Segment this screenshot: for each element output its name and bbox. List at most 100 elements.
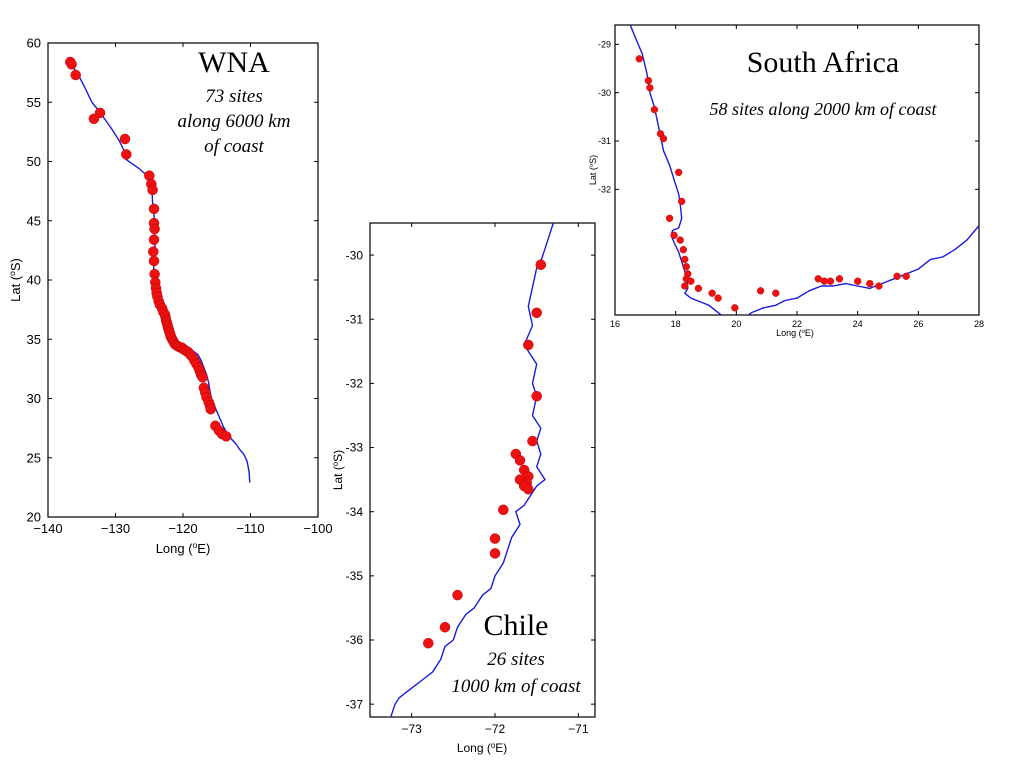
south-africa-site-point bbox=[635, 55, 643, 63]
south-africa-site-point bbox=[675, 168, 683, 177]
south-africa-y-tick-label: -30 bbox=[598, 88, 611, 98]
south-africa-x-tick-label: 26 bbox=[913, 319, 923, 329]
chile-y-tick-label: -33 bbox=[346, 441, 364, 455]
south-africa-site-point bbox=[650, 105, 659, 114]
south-africa-site-point bbox=[679, 246, 687, 254]
chile-site-point bbox=[531, 307, 542, 319]
south-africa-region-title: South Africa bbox=[747, 46, 899, 79]
south-africa-site-point bbox=[820, 277, 828, 285]
south-africa-site-point bbox=[659, 134, 668, 143]
wna-y-tick-label: 25 bbox=[27, 450, 41, 465]
chile-site-point bbox=[498, 504, 509, 516]
wna-x-tick-label: −110 bbox=[236, 521, 264, 536]
chile-x-tick-label: −73 bbox=[401, 722, 422, 736]
wna-y-tick-label: 60 bbox=[27, 36, 41, 51]
wna-y-tick-label: 45 bbox=[27, 213, 41, 228]
chile-caption-line: 1000 km of coast bbox=[451, 676, 581, 697]
south-africa-plot-frame bbox=[614, 24, 980, 316]
chile-y-tick-label: -35 bbox=[346, 569, 364, 583]
chile-site-point bbox=[523, 339, 534, 351]
south-africa-site-point bbox=[875, 282, 883, 290]
chile-chart-panel: −73 −72 −71 -37 -36 -35 -34 -33 -32 -31 -30 Long (o… bbox=[330, 215, 605, 765]
south-africa-chart-panel: 16 18 20 22 24 26 28 -32 -31 -30 -29 Long (oE) Lat (… bbox=[585, 20, 995, 350]
chile-site-point bbox=[523, 483, 534, 495]
chile-y-axis-title: Lat (oS) bbox=[331, 450, 346, 490]
chile-caption-line: 26 sites bbox=[487, 649, 545, 670]
wna-site-point bbox=[148, 246, 159, 257]
south-africa-site-point bbox=[644, 76, 653, 85]
chile-y-tick-label: -32 bbox=[346, 377, 364, 391]
south-africa-site-point bbox=[866, 279, 874, 288]
wna-site-point bbox=[148, 234, 160, 245]
chile-y-tick-label: -36 bbox=[346, 633, 364, 647]
south-africa-site-point bbox=[826, 277, 835, 285]
chile-chart: −73 −72 −71 -37 -36 -35 -34 -33 -32 -31 -30 Long (o… bbox=[331, 222, 596, 756]
chile-plot-frame bbox=[369, 222, 596, 718]
wna-y-tick-label: 35 bbox=[27, 332, 41, 347]
wna-y-axis-title: Lat (oS) bbox=[7, 258, 23, 302]
chile-x-tick-label: −71 bbox=[568, 722, 589, 736]
south-africa-y-tick-label: -29 bbox=[598, 39, 611, 49]
south-africa-site-point bbox=[893, 272, 901, 280]
south-africa-y-axis-title: Lat (oS) bbox=[588, 155, 598, 185]
south-africa-site-point bbox=[682, 263, 690, 271]
wna-site-point bbox=[147, 184, 158, 196]
wna-site-point bbox=[197, 371, 208, 383]
wna-site-point bbox=[121, 149, 132, 160]
wna-site-point bbox=[94, 107, 106, 119]
chile-site-point bbox=[531, 390, 542, 402]
south-africa-x-tick-label: 22 bbox=[792, 319, 802, 329]
wna-y-tick-label: 40 bbox=[27, 273, 41, 288]
south-africa-y-tick-label: -32 bbox=[598, 184, 611, 194]
chile-region-title: Chile bbox=[484, 609, 549, 642]
chile-plot-area bbox=[390, 223, 554, 717]
chile-site-point bbox=[489, 533, 501, 544]
chile-site-point bbox=[439, 621, 451, 633]
wna-site-point bbox=[66, 59, 77, 70]
wna-x-tick-label: −130 bbox=[101, 521, 130, 536]
wna-chart-panel: −140 −130 −120 −110 −100 20 25 30 35 40 45 50 55 60 Lo… bbox=[0, 0, 333, 570]
wna-caption-line: 73 sites bbox=[205, 86, 263, 107]
wna-chart: −140 −130 −120 −110 −100 20 25 30 35 40 45 50 55 60 Lo… bbox=[7, 36, 333, 556]
south-africa-plot-area bbox=[629, 25, 979, 315]
south-africa-site-point bbox=[854, 277, 862, 285]
chile-y-tick-label: -30 bbox=[346, 248, 364, 262]
south-africa-site-point bbox=[756, 287, 765, 295]
south-africa-x-tick-label: 16 bbox=[610, 319, 620, 329]
south-africa-x-axis-title: Long (oE) bbox=[776, 328, 814, 338]
wna-site-point bbox=[205, 403, 216, 415]
wna-x-tick-label: −120 bbox=[168, 521, 197, 536]
south-africa-caption-line: 58 sites along 2000 km of coast bbox=[710, 99, 938, 119]
south-africa-site-point bbox=[670, 231, 678, 239]
chile-y-tick-label: -34 bbox=[346, 505, 364, 519]
wna-site-point bbox=[148, 255, 160, 267]
wna-site-point bbox=[149, 223, 160, 235]
wna-site-point bbox=[119, 133, 131, 145]
chile-site-point bbox=[527, 435, 538, 447]
wna-caption-line: of coast bbox=[204, 136, 264, 157]
chile-y-tick-label: -37 bbox=[346, 697, 364, 711]
south-africa-x-tick-label: 20 bbox=[731, 319, 741, 329]
south-africa-site-point bbox=[678, 197, 686, 206]
chile-y-tick-label: -31 bbox=[346, 312, 364, 326]
wna-y-tick-label: 50 bbox=[27, 154, 41, 169]
wna-caption-line: along 6000 km bbox=[178, 111, 291, 132]
south-africa-site-point bbox=[646, 84, 654, 92]
wna-x-tick-label: −140 bbox=[33, 521, 62, 536]
south-africa-y-tick-label: -31 bbox=[598, 136, 611, 146]
south-africa-site-point bbox=[694, 284, 703, 293]
wna-x-tick-label: −100 bbox=[303, 521, 332, 536]
wna-y-tick-label: 20 bbox=[27, 510, 41, 525]
chile-site-point bbox=[489, 548, 501, 559]
south-africa-site-point bbox=[731, 304, 739, 312]
south-africa-x-tick-label: 28 bbox=[974, 319, 984, 329]
south-africa-site-point bbox=[687, 277, 695, 285]
wna-site-point bbox=[220, 431, 232, 442]
chile-site-point bbox=[535, 259, 547, 270]
wna-y-tick-label: 30 bbox=[27, 391, 41, 406]
chile-coastline bbox=[390, 223, 554, 717]
south-africa-site-point bbox=[814, 275, 822, 283]
wna-site-point bbox=[70, 69, 81, 81]
south-africa-site-point bbox=[676, 236, 684, 244]
chile-x-axis-title: Long (oE) bbox=[457, 741, 507, 756]
